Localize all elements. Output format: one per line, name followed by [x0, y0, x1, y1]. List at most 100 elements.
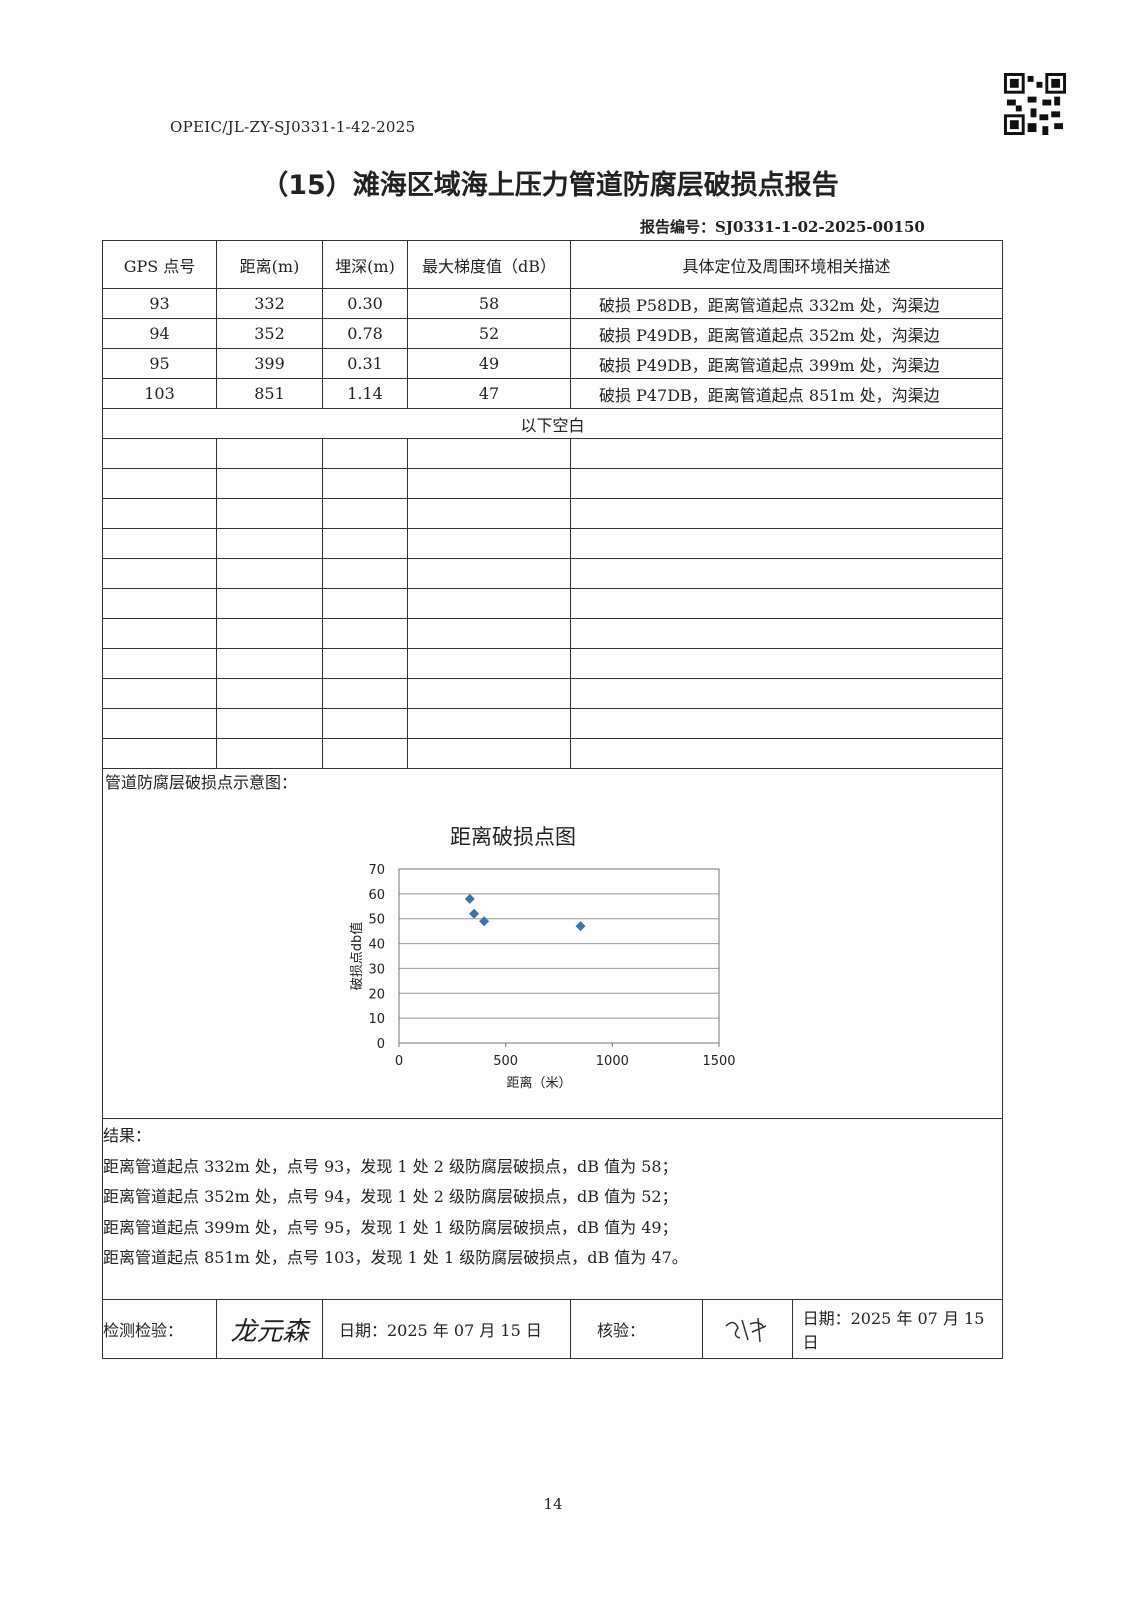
inspect-date: 日期：2025 年 07 月 15 日: [322, 1299, 571, 1359]
table-cell: 47: [407, 378, 571, 409]
y-tick-label: 10: [368, 1012, 385, 1027]
result-line: 距离管道起点 399m 处，点号 95，发现 1 处 1 级防腐层破损点，dB …: [103, 1217, 678, 1237]
empty-cell: [322, 708, 408, 739]
table-cell: 破损 P49DB，距离管道起点 399m 处，沟渠边: [570, 348, 1003, 379]
empty-cell: [102, 708, 217, 739]
empty-row: [102, 708, 1003, 739]
table-cell: 332: [216, 288, 323, 319]
data-point: [464, 893, 475, 904]
results-label: 结果：: [103, 1126, 152, 1145]
table-cell: 58: [407, 288, 571, 319]
y-axis-label: 破损点db值: [349, 922, 365, 991]
y-tick-label: 30: [368, 962, 385, 977]
empty-cell: [570, 678, 1003, 709]
data-point: [479, 916, 490, 927]
review-date: 日期：2025 年 07 月 15 日: [802, 1309, 985, 1352]
empty-cell: [102, 498, 217, 529]
empty-cell: [570, 468, 1003, 499]
review-label: 核验：: [597, 1321, 646, 1340]
empty-cell: [102, 468, 217, 499]
empty-row: [102, 588, 1003, 619]
empty-cell: [102, 648, 217, 679]
table-cell: 0.78: [322, 318, 408, 349]
empty-cell: [102, 618, 217, 649]
empty-cell: [570, 648, 1003, 679]
x-axis-label: 距离（米）: [506, 1075, 571, 1091]
y-tick-label: 70: [368, 863, 385, 878]
empty-cell: [322, 528, 408, 559]
table-cell: 851: [216, 378, 323, 409]
document-code: OPEIC/JL-ZY-SJ0331-1-42-2025: [170, 118, 416, 136]
y-tick-label: 50: [368, 913, 385, 928]
table-cell: 52: [407, 318, 571, 349]
table-cell: 0.31: [322, 348, 408, 379]
y-tick-label: 40: [368, 938, 385, 953]
empty-cell: [407, 558, 571, 589]
empty-row: [102, 438, 1003, 469]
empty-cell: [216, 498, 323, 529]
signoff-row: 检测检验： 龙元森 日期：2025 年 07 月 15 日 核验： 日期：202…: [102, 1299, 1003, 1359]
empty-cell: [322, 498, 408, 529]
column-header: 距离(m): [216, 240, 323, 289]
empty-cell: [216, 738, 323, 769]
results-section: 结果： 距离管道起点 332m 处，点号 93，发现 1 处 2 级防腐层破损点…: [102, 1118, 1003, 1300]
empty-row: [102, 528, 1003, 559]
empty-cell: [407, 708, 571, 739]
column-header: 埋深(m): [322, 240, 408, 289]
scatter-chart: 距离破损点图 0 10 20 30 40 50 60 70 0 500 1000 1500 距离（米） 破损…: [349, 825, 736, 1091]
page-number: 14: [543, 1495, 563, 1513]
empty-cell: [407, 588, 571, 619]
empty-cell: [322, 738, 408, 769]
empty-cell: [102, 528, 217, 559]
empty-cell: [570, 738, 1003, 769]
empty-cell: [216, 558, 323, 589]
table-cell: 破损 P58DB，距离管道起点 332m 处，沟渠边: [570, 288, 1003, 319]
empty-cell: [407, 528, 571, 559]
empty-row: [102, 648, 1003, 679]
diagram-section: 管道防腐层破损点示意图： 距离破损点图 0 10 20 30 40 50 60 70 0 500 10…: [102, 768, 1003, 1119]
table-cell: 399: [216, 348, 323, 379]
table-cell: 破损 P47DB，距离管道起点 851m 处，沟渠边: [570, 378, 1003, 409]
empty-row: [102, 558, 1003, 589]
empty-cell: [322, 618, 408, 649]
table-cell: 49: [407, 348, 571, 379]
empty-cell: [322, 588, 408, 619]
table-cell: 94: [102, 318, 217, 349]
empty-cell: [570, 498, 1003, 529]
empty-cell: [216, 528, 323, 559]
table-cell: 95: [102, 348, 217, 379]
table-row: 93 332 0.30 58 破损 P58DB，距离管道起点 332m 处，沟渠边: [102, 288, 1003, 319]
empty-cell: [216, 468, 323, 499]
result-line: 距离管道起点 332m 处，点号 93，发现 1 处 2 级防腐层破损点，dB …: [103, 1156, 678, 1176]
empty-cell: [570, 528, 1003, 559]
column-header: 具体定位及周围环境相关描述: [570, 240, 1003, 289]
empty-cell: [102, 678, 217, 709]
empty-cell: [407, 678, 571, 709]
table-header: GPS 点号 距离(m) 埋深(m) 最大梯度值（dB） 具体定位及周围环境相关…: [102, 240, 1003, 289]
result-line: 距离管道起点 352m 处，点号 94，发现 1 处 2 级防腐层破损点，dB …: [103, 1187, 678, 1206]
y-tick-label: 60: [368, 888, 385, 903]
empty-cell: [322, 678, 408, 709]
empty-cell: [570, 588, 1003, 619]
column-header: 最大梯度值（dB）: [407, 240, 571, 289]
empty-cell: [216, 708, 323, 739]
y-tick-label: 20: [368, 987, 385, 1002]
data-point: [469, 908, 480, 919]
empty-cell: [216, 588, 323, 619]
empty-cell: [407, 498, 571, 529]
inspector-signature: 龙元森: [216, 1299, 323, 1359]
page-title: （15）滩海区域海上压力管道防腐层破损点报告: [261, 170, 839, 201]
empty-cell: [216, 678, 323, 709]
empty-cell: [216, 618, 323, 649]
data-point: [575, 921, 586, 932]
empty-cell: [216, 438, 323, 469]
empty-cell: [570, 438, 1003, 469]
x-tick-label: 1000: [596, 1054, 629, 1069]
empty-cell: [322, 468, 408, 499]
table-row: 94 352 0.78 52 破损 P49DB，距离管道起点 352m 处，沟渠边: [102, 318, 1003, 349]
empty-cell: [407, 438, 571, 469]
table-cell: 93: [102, 288, 217, 319]
qr-code-icon: [1004, 73, 1066, 135]
plot-area: [398, 868, 720, 1044]
